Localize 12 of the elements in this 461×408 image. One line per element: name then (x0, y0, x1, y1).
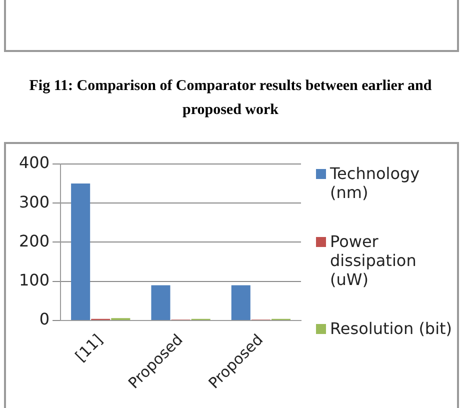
y-tick-label: 0 (39, 310, 50, 329)
legend-label: Power dissipation (uW) (330, 232, 418, 289)
bar (231, 285, 250, 320)
bar (71, 184, 90, 320)
y-tick-label: 100 (18, 270, 50, 290)
y-tick-label: 400 (18, 153, 50, 172)
y-tick-label: 200 (18, 231, 50, 250)
caption: Fig 11: Comparison of Comparator results between earlier and proposed work (28, 77, 433, 120)
legend-label: Resolution (bit) (330, 319, 452, 338)
legend-label: Technology (nm) (330, 164, 421, 202)
bar (151, 285, 170, 320)
y-tick-label: 300 (18, 192, 50, 212)
